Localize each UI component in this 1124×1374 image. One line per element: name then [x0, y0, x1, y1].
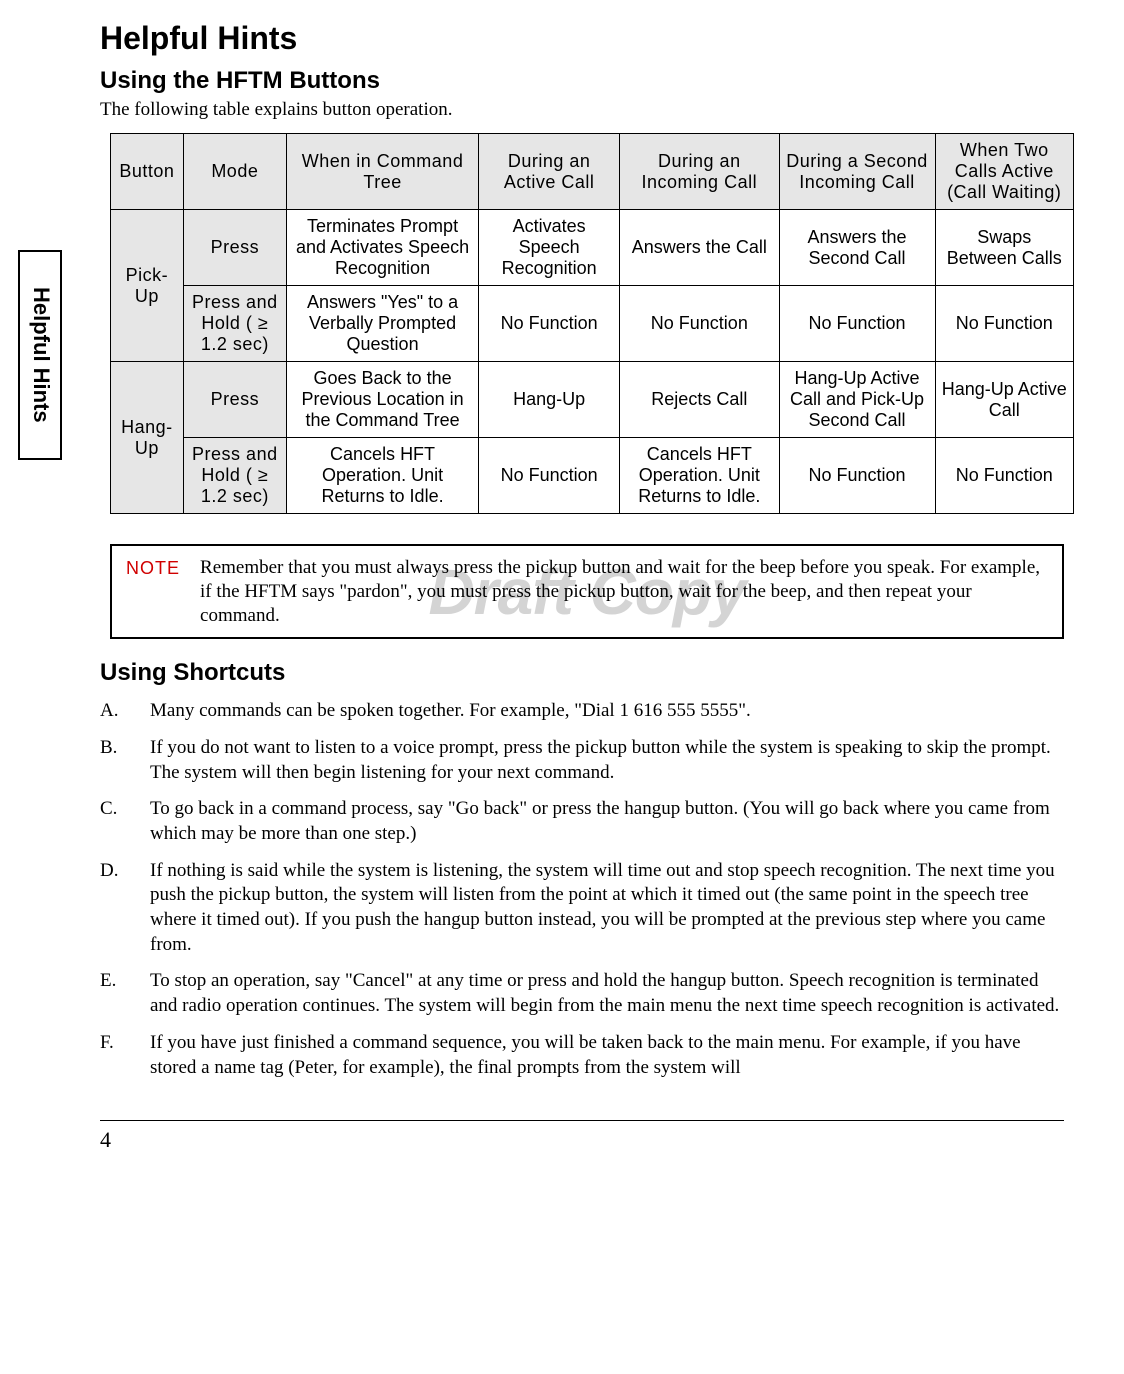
list-letter: B.: [100, 736, 130, 785]
page-title: Helpful Hints: [100, 20, 1064, 57]
list-body: If nothing is said while the system is l…: [150, 859, 1064, 958]
cell-mode: Press and Hold ( ≥ 1.2 sec): [183, 438, 286, 514]
cell: No Function: [479, 438, 620, 514]
th-second-incoming: During a Second Incoming Call: [779, 134, 935, 210]
table-row: Hang-Up Press Goes Back to the Previous …: [111, 362, 1074, 438]
cell: No Function: [779, 438, 935, 514]
list-body: Many commands can be spoken together. Fo…: [150, 699, 1064, 724]
cell-mode: Press: [183, 210, 286, 286]
section2-heading: Using Shortcuts: [100, 659, 1064, 687]
list-letter: C.: [100, 797, 130, 846]
cell-button-hangup: Hang-Up: [111, 362, 184, 514]
button-table: Button Mode When in Command Tree During …: [110, 133, 1074, 514]
table-row: Press and Hold ( ≥ 1.2 sec) Cancels HFT …: [111, 438, 1074, 514]
cell: Swaps Between Calls: [935, 210, 1074, 286]
cell: No Function: [620, 286, 779, 362]
cell: Cancels HFT Operation. Unit Returns to I…: [620, 438, 779, 514]
list-body: If you have just finished a command sequ…: [150, 1031, 1064, 1080]
page-content: Helpful Hints Using the HFTM Buttons The…: [0, 0, 1124, 1183]
note-box: Draft Copy NOTE Remember that you must a…: [110, 544, 1064, 639]
cell-mode: Press and Hold ( ≥ 1.2 sec): [183, 286, 286, 362]
cell: Cancels HFT Operation. Unit Returns to I…: [286, 438, 478, 514]
cell: Goes Back to the Previous Location in th…: [286, 362, 478, 438]
list-item: C. To go back in a command process, say …: [100, 797, 1064, 846]
list-item: B. If you do not want to listen to a voi…: [100, 736, 1064, 785]
table-row: Pick-Up Press Terminates Prompt and Acti…: [111, 210, 1074, 286]
th-button: Button: [111, 134, 184, 210]
cell: Activates Speech Recognition: [479, 210, 620, 286]
cell: Rejects Call: [620, 362, 779, 438]
list-body: If you do not want to listen to a voice …: [150, 736, 1064, 785]
list-letter: A.: [100, 699, 130, 724]
cell: Answers the Call: [620, 210, 779, 286]
cell: No Function: [935, 286, 1074, 362]
cell: Hang-Up Active Call and Pick-Up Second C…: [779, 362, 935, 438]
list-letter: E.: [100, 969, 130, 1018]
shortcuts-list: A. Many commands can be spoken together.…: [100, 699, 1064, 1080]
section1-intro: The following table explains button oper…: [100, 99, 1064, 121]
list-item: D. If nothing is said while the system i…: [100, 859, 1064, 958]
cell: Hang-Up: [479, 362, 620, 438]
table-header-row: Button Mode When in Command Tree During …: [111, 134, 1074, 210]
cell: No Function: [779, 286, 935, 362]
th-callwaiting: When Two Calls Active (Call Waiting): [935, 134, 1074, 210]
list-item: F. If you have just finished a command s…: [100, 1031, 1064, 1080]
cell: Answers the Second Call: [779, 210, 935, 286]
cell-mode: Press: [183, 362, 286, 438]
list-item: A. Many commands can be spoken together.…: [100, 699, 1064, 724]
table-row: Press and Hold ( ≥ 1.2 sec) Answers "Yes…: [111, 286, 1074, 362]
cell: Answers "Yes" to a Verbally Prompted Que…: [286, 286, 478, 362]
list-letter: F.: [100, 1031, 130, 1080]
th-mode: Mode: [183, 134, 286, 210]
th-activecall: During an Active Call: [479, 134, 620, 210]
list-body: To go back in a command process, say "Go…: [150, 797, 1064, 846]
footer-rule: [100, 1120, 1064, 1121]
cell: No Function: [479, 286, 620, 362]
note-label: NOTE: [126, 556, 180, 579]
cell: Hang-Up Active Call: [935, 362, 1074, 438]
th-incoming: During an Incoming Call: [620, 134, 779, 210]
list-body: To stop an operation, say "Cancel" at an…: [150, 969, 1064, 1018]
note-text: Remember that you must always press the …: [200, 556, 1048, 627]
cell-button-pickup: Pick-Up: [111, 210, 184, 362]
list-letter: D.: [100, 859, 130, 958]
cell: No Function: [935, 438, 1074, 514]
page-number: 4: [100, 1127, 1064, 1153]
section1-heading: Using the HFTM Buttons: [100, 67, 1064, 95]
list-item: E. To stop an operation, say "Cancel" at…: [100, 969, 1064, 1018]
cell: Terminates Prompt and Activates Speech R…: [286, 210, 478, 286]
th-commandtree: When in Command Tree: [286, 134, 478, 210]
